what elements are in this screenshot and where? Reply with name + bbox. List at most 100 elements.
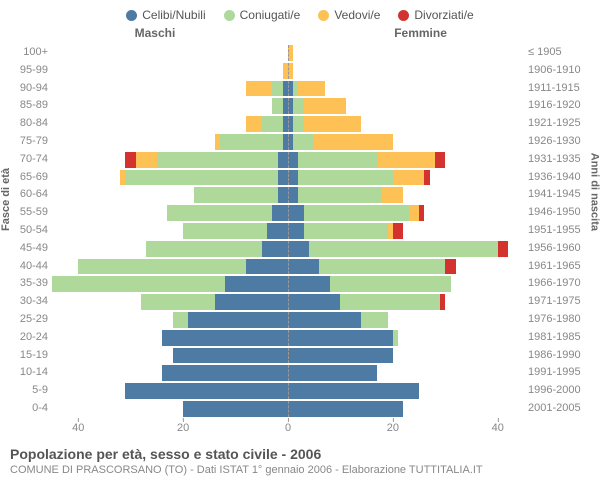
- legend-label: Coniugati/e: [240, 8, 301, 22]
- bar-segment: [162, 330, 288, 346]
- age-label: 35-39: [0, 277, 48, 289]
- birth-year-label: 1961-1965: [528, 260, 598, 272]
- bar-segment: [288, 276, 330, 292]
- male-bar: [173, 348, 288, 364]
- bar-segment: [440, 294, 445, 310]
- female-header: Femmine: [394, 26, 447, 40]
- bar-segment: [330, 276, 451, 292]
- bar-segment: [498, 241, 508, 257]
- male-bar: [141, 294, 288, 310]
- age-row: 55-591946-1950: [0, 204, 600, 222]
- x-tick: 0: [285, 422, 291, 434]
- age-label: 25-29: [0, 313, 48, 325]
- x-axis: 402002040: [0, 418, 600, 440]
- bar-segment: [288, 365, 377, 381]
- male-bar: [125, 152, 288, 168]
- bar-segment: [225, 276, 288, 292]
- birth-year-label: 1946-1950: [528, 206, 598, 218]
- bar-area: [52, 276, 524, 292]
- bar-segment: [278, 170, 288, 186]
- legend-swatch: [126, 10, 137, 21]
- bar-segment: [298, 152, 377, 168]
- female-bar: [288, 401, 403, 417]
- female-bar: [288, 241, 508, 257]
- female-bar: [288, 294, 445, 310]
- bar-segment: [262, 241, 288, 257]
- x-tick: 40: [72, 422, 84, 434]
- bar-segment: [293, 116, 303, 132]
- bar-segment: [382, 187, 403, 203]
- male-bar: [52, 276, 288, 292]
- birth-year-label: 1976-1980: [528, 313, 598, 325]
- age-label: 100+: [0, 46, 48, 58]
- bar-segment: [293, 134, 314, 150]
- bar-segment: [288, 241, 309, 257]
- center-line: [288, 383, 289, 399]
- birth-year-label: 1911-1915: [528, 82, 598, 94]
- bar-segment: [162, 365, 288, 381]
- bar-area: [52, 401, 524, 417]
- age-row: 60-641941-1945: [0, 186, 600, 204]
- age-label: 80-84: [0, 117, 48, 129]
- bar-area: [52, 170, 524, 186]
- female-bar: [288, 187, 403, 203]
- birth-year-label: 1981-1985: [528, 331, 598, 343]
- age-row: 20-241981-1985: [0, 329, 600, 347]
- center-line: [288, 259, 289, 275]
- birth-year-label: 1986-1990: [528, 349, 598, 361]
- bar-segment: [314, 134, 393, 150]
- bar-segment: [288, 259, 319, 275]
- center-line: [288, 81, 289, 97]
- male-bar: [194, 187, 288, 203]
- age-label: 95-99: [0, 64, 48, 76]
- age-row: 45-491956-1960: [0, 240, 600, 258]
- male-bar: [215, 134, 288, 150]
- center-line: [288, 365, 289, 381]
- bar-area: [52, 98, 524, 114]
- age-row: 80-841921-1925: [0, 115, 600, 133]
- bar-segment: [393, 170, 424, 186]
- birth-year-label: 1931-1935: [528, 153, 598, 165]
- bar-segment: [288, 401, 403, 417]
- age-label: 50-54: [0, 224, 48, 236]
- center-line: [288, 312, 289, 328]
- bar-segment: [288, 170, 298, 186]
- bar-segment: [288, 294, 340, 310]
- age-label: 10-14: [0, 366, 48, 378]
- center-line: [288, 401, 289, 417]
- age-row: 90-941911-1915: [0, 80, 600, 98]
- header-row: Maschi Femmine: [0, 26, 600, 44]
- male-bar: [120, 170, 288, 186]
- female-bar: [288, 276, 451, 292]
- bar-segment: [304, 205, 409, 221]
- birth-year-label: 1916-1920: [528, 99, 598, 111]
- center-line: [288, 45, 289, 61]
- center-line: [288, 63, 289, 79]
- bar-segment: [173, 312, 189, 328]
- footer-title: Popolazione per età, sesso e stato civil…: [10, 446, 590, 462]
- bar-segment: [393, 223, 403, 239]
- bar-area: [52, 383, 524, 399]
- age-label: 40-44: [0, 260, 48, 272]
- age-row: 15-191986-1990: [0, 347, 600, 365]
- bar-area: [52, 241, 524, 257]
- bar-segment: [267, 223, 288, 239]
- bar-area: [52, 205, 524, 221]
- bar-area: [52, 348, 524, 364]
- age-row: 100+≤ 1905: [0, 44, 600, 62]
- female-bar: [288, 365, 377, 381]
- age-row: 70-741931-1935: [0, 151, 600, 169]
- bar-segment: [141, 294, 214, 310]
- age-row: 95-991906-1910: [0, 62, 600, 80]
- female-bar: [288, 81, 325, 97]
- bar-segment: [246, 116, 262, 132]
- female-bar: [288, 223, 403, 239]
- female-bar: [288, 98, 346, 114]
- legend-label: Divorziati/e: [414, 8, 473, 22]
- bar-area: [52, 187, 524, 203]
- age-row: 0-42001-2005: [0, 400, 600, 418]
- bar-segment: [393, 330, 398, 346]
- bar-segment: [298, 170, 392, 186]
- bar-segment: [136, 152, 157, 168]
- footer-subtitle: COMUNE DI PRASCORSANO (TO) - Dati ISTAT …: [10, 464, 590, 476]
